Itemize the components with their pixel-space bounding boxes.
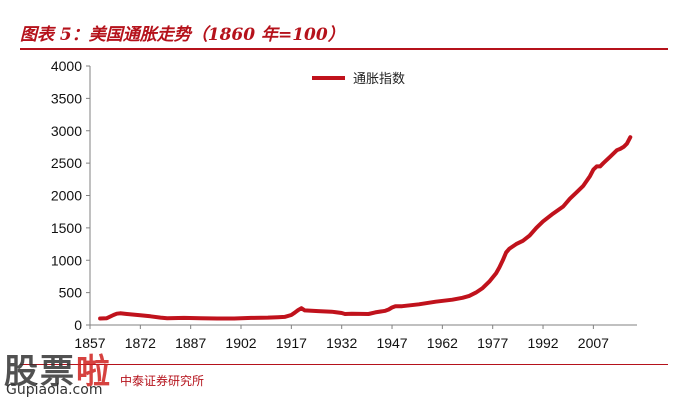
x-tick-label: 1947 [376, 335, 407, 351]
x-tick-label: 1977 [477, 335, 508, 351]
watermark-text-right: 啦 [76, 352, 112, 392]
title-divider [20, 48, 668, 50]
chart-axes [86, 65, 637, 329]
x-tick-label: 1872 [125, 335, 156, 351]
x-tick-label: 1992 [527, 335, 558, 351]
x-tick-label: 1932 [326, 335, 357, 351]
y-tick-label: 2500 [51, 155, 82, 171]
y-tick-label: 1000 [51, 252, 82, 268]
x-axis-tick-labels: 1857 1872 1887 1902 1917 1932 1947 1962 1977 1992… [74, 335, 609, 351]
series-line-0 [98, 135, 633, 321]
y-tick-label: 500 [59, 285, 83, 301]
chart-title: 图表 5：美国通胀走势（1860 年=100） [20, 25, 345, 45]
source-note: 中泰证券研究所 [120, 374, 205, 388]
y-tick-label: 3500 [51, 90, 82, 106]
x-tick-label: 1902 [225, 335, 256, 351]
x-tick-label: 2007 [578, 335, 609, 351]
y-tick-label: 4000 [51, 58, 82, 74]
series-layer [98, 135, 633, 321]
footer-divider [20, 364, 668, 365]
watermark-url: Gupiaola.com [6, 382, 103, 398]
x-tick-label: 1857 [74, 335, 105, 351]
watermark-logo: 股票啦 [4, 344, 112, 393]
watermark-text-left: 股票 [4, 352, 76, 392]
y-tick-label: 0 [74, 317, 82, 333]
y-tick-label: 3000 [51, 123, 82, 139]
x-tick-label: 1917 [276, 335, 307, 351]
y-tick-label: 2000 [51, 188, 82, 204]
legend: 通胀指数 [312, 72, 405, 87]
y-axis-tick-labels: 0 500 1000 1500 2000 2500 3000 3500 4000 [51, 58, 82, 333]
y-tick-label: 1500 [51, 220, 82, 236]
x-tick-label: 1962 [427, 335, 458, 351]
x-tick-label: 1887 [175, 335, 206, 351]
legend-label: 通胀指数 [353, 72, 405, 87]
